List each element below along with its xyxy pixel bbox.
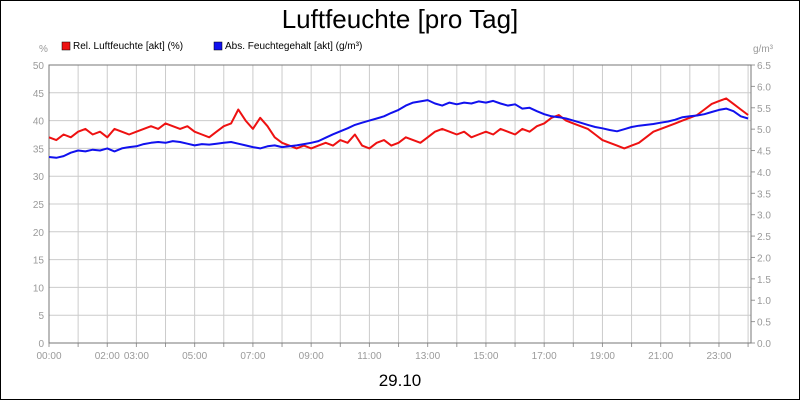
x-tick-label: 05:00 — [182, 351, 207, 362]
left-tick-label: 0 — [38, 339, 44, 350]
date-label: 29.10 — [379, 371, 422, 390]
x-tick-label: 17:00 — [532, 351, 557, 362]
right-tick-label: 0.5 — [757, 318, 771, 329]
left-tick-label: 25 — [33, 200, 45, 211]
x-tick-label: 11:00 — [357, 351, 382, 362]
x-tick-label: 19:00 — [590, 351, 615, 362]
legend-swatch-absolute-humidity — [213, 41, 223, 51]
x-tick-label: 15:00 — [473, 351, 498, 362]
x-tick-label: 09:00 — [299, 351, 324, 362]
right-tick-label: 2.0 — [757, 253, 771, 264]
legend-label-absolute-humidity: Abs. Feuchtegehalt [akt] (g/m³) — [225, 41, 362, 52]
left-tick-label: 5 — [38, 311, 44, 322]
right-tick-label: 6.0 — [757, 82, 771, 93]
series-lines — [48, 97, 749, 159]
legend-label-relative-humidity: Rel. Luftfeuchte [akt] (%) — [73, 41, 183, 52]
left-tick-label: 35 — [33, 144, 45, 155]
right-tick-label: 1.0 — [757, 296, 771, 307]
right-tick-label: 4.5 — [757, 147, 771, 158]
left-tick-label: 20 — [33, 228, 45, 239]
right-tick-label: 6.5 — [757, 61, 771, 72]
left-tick-label: 15 — [33, 256, 45, 267]
left-axis-unit: % — [39, 44, 48, 55]
legend-swatch-relative-humidity — [61, 41, 71, 51]
grid — [48, 64, 751, 344]
left-tick-label: 40 — [33, 117, 45, 128]
axes: 0 5 10 15 20 25 30 35 40 45 50 0.0 0.5 1.0 1.5 2.0 2.5 3.… — [33, 61, 771, 362]
left-tick-label: 45 — [33, 89, 45, 100]
right-tick-label: 2.5 — [757, 232, 771, 243]
chart-title: Luftfeuchte [pro Tag] — [282, 4, 519, 34]
x-tick-label: 23:00 — [706, 351, 731, 362]
right-tick-label: 5.0 — [757, 125, 771, 136]
x-tick-label: 13:00 — [415, 351, 440, 362]
right-tick-label: 3.5 — [757, 189, 771, 200]
x-tick-label: 07:00 — [240, 351, 265, 362]
right-tick-label: 1.5 — [757, 275, 771, 286]
x-tick-label: 02:00 — [95, 351, 120, 362]
series-line-absolute-humidity — [48, 99, 749, 159]
x-tick-label: 03:00 — [124, 351, 149, 362]
left-tick-label: 30 — [33, 172, 45, 183]
x-tick-label: 21:00 — [648, 351, 673, 362]
right-tick-label: 0.0 — [757, 339, 771, 350]
plot-border — [48, 64, 752, 344]
right-tick-label: 4.0 — [757, 168, 771, 179]
right-tick-label: 3.0 — [757, 211, 771, 222]
left-tick-label: 50 — [33, 61, 45, 72]
x-tick-label: 00:00 — [36, 351, 61, 362]
left-tick-label: 10 — [33, 283, 45, 294]
right-tick-label: 5.5 — [757, 104, 771, 115]
right-axis-unit: g/m³ — [753, 44, 774, 55]
series-line-relative-humidity — [48, 97, 749, 150]
